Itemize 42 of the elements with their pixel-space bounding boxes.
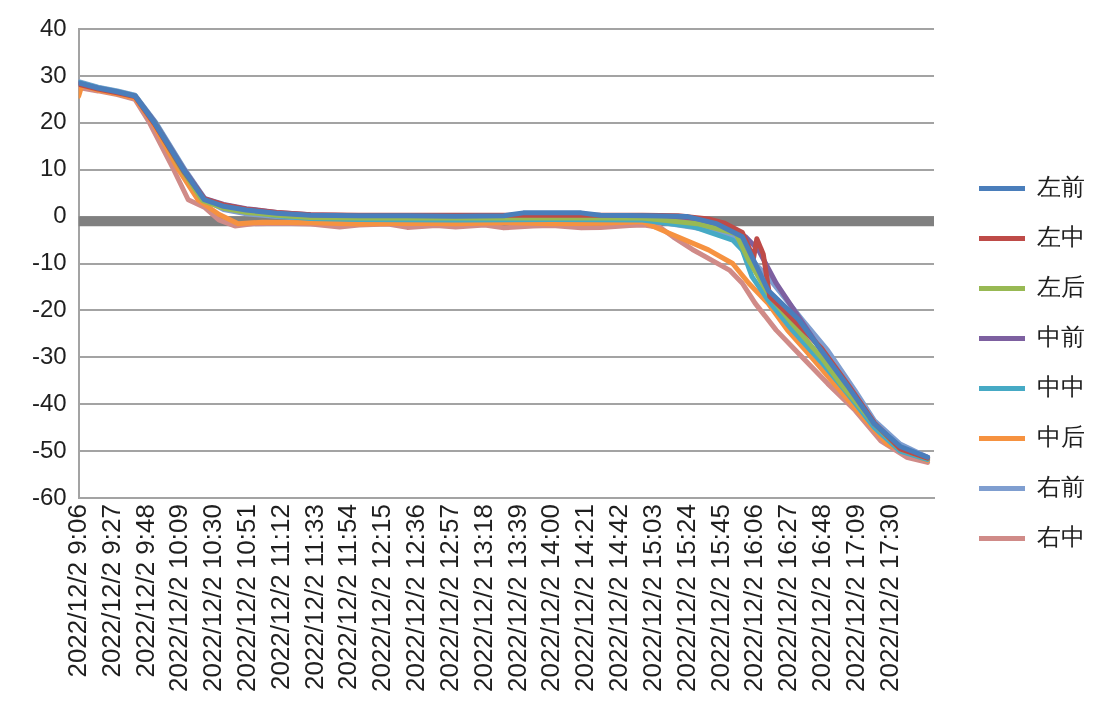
y-tick-label: -40 (32, 388, 67, 416)
legend-label: 右中 (1037, 523, 1085, 551)
y-tick-label: -20 (32, 295, 67, 323)
legend-label: 中后 (1037, 423, 1085, 451)
x-tick-label: 2022/12/2 12:15 (366, 504, 397, 693)
x-tick-label: 2022/12/2 13:18 (467, 504, 498, 693)
legend-label: 中中 (1037, 373, 1085, 401)
y-tick-label: -30 (32, 341, 67, 369)
x-tick-label: 2022/12/2 17:30 (873, 504, 904, 693)
y-tick-label: 30 (39, 60, 67, 88)
y-tick-label: 10 (39, 154, 67, 182)
x-tick-label: 2022/12/2 17:09 (839, 504, 870, 693)
x-tick-label: 2022/12/2 14:42 (603, 504, 634, 693)
legend-label: 左中 (1037, 223, 1085, 251)
x-tick-label: 2022/12/2 11:54 (332, 504, 363, 691)
x-tick-label: 2022/12/2 10:30 (197, 504, 228, 693)
y-tick-label: -10 (32, 248, 67, 276)
legend-label: 左后 (1037, 273, 1085, 301)
legend-label: 左前 (1037, 173, 1085, 201)
x-tick-label: 2022/12/2 14:21 (569, 504, 600, 693)
x-tick-label: 2022/12/2 12:36 (400, 504, 431, 693)
y-tick-label: 0 (53, 201, 67, 229)
x-tick-label: 2022/12/2 11:33 (298, 504, 329, 691)
legend-label: 中前 (1037, 323, 1085, 351)
x-tick-label: 2022/12/2 16:27 (772, 504, 803, 693)
x-tick-label: 2022/12/2 13:39 (501, 504, 532, 693)
x-tick-label: 2022/12/2 15:03 (636, 504, 667, 693)
x-tick-label: 2022/12/2 10:51 (230, 504, 261, 693)
x-tick-label: 2022/12/2 15:45 (704, 504, 735, 693)
x-tick-label: 2022/12/2 15:24 (670, 504, 701, 693)
x-tick-label: 2022/12/2 9:27 (95, 504, 126, 678)
x-tick-label: 2022/12/2 16:06 (738, 504, 769, 693)
y-tick-label: 40 (39, 13, 67, 41)
legend-label: 右前 (1037, 473, 1085, 501)
x-tick-label: 2022/12/2 10:09 (163, 504, 194, 693)
x-tick-label: 2022/12/2 12:57 (433, 504, 464, 693)
x-tick-label: 2022/12/2 16:48 (806, 504, 837, 693)
x-tick-label: 2022/12/2 11:12 (264, 504, 295, 691)
y-tick-label: 20 (39, 107, 67, 135)
x-tick-label: 2022/12/2 14:00 (535, 504, 566, 693)
y-tick-label: -50 (32, 435, 67, 463)
x-tick-label: 2022/12/2 9:48 (129, 504, 160, 678)
